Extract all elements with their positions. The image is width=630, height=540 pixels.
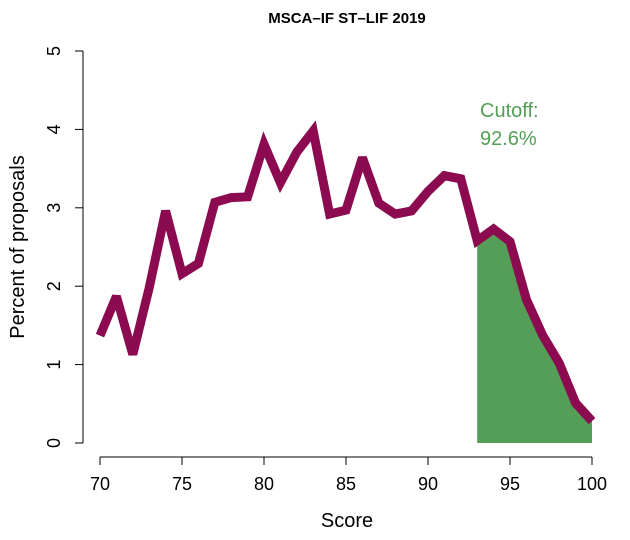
x-axis-label: Score <box>321 510 373 532</box>
x-tick-label: 90 <box>418 474 438 494</box>
series-layer <box>95 120 596 425</box>
y-tick-label: 0 <box>44 438 64 448</box>
x-tick-label: 70 <box>90 474 110 494</box>
y-tick-label: 1 <box>44 360 64 370</box>
y-tick-label: 2 <box>44 281 64 291</box>
y-tick-label: 3 <box>44 203 64 213</box>
y-tick-label: 4 <box>44 124 64 134</box>
cutoff-label: Cutoff: <box>480 100 539 122</box>
y-ticks: 0 1 2 3 4 5 <box>44 46 83 448</box>
x-tick-label: 75 <box>172 474 192 494</box>
x-tick-label: 95 <box>500 474 520 494</box>
y-tick-label: 5 <box>44 46 64 56</box>
x-ticks: 70 75 80 85 90 95 100 <box>90 457 607 494</box>
x-tick-label: 85 <box>336 474 356 494</box>
cutoff-value: 92.6% <box>480 128 537 150</box>
cutoff-area <box>477 228 592 443</box>
chart-title: MSCA–IF ST–LIF 2019 <box>268 10 426 27</box>
x-tick-label: 100 <box>577 474 607 494</box>
x-tick-label: 80 <box>254 474 274 494</box>
cutoff-area-layer <box>477 228 592 443</box>
y-axis-label: Percent of proposals <box>7 155 29 338</box>
